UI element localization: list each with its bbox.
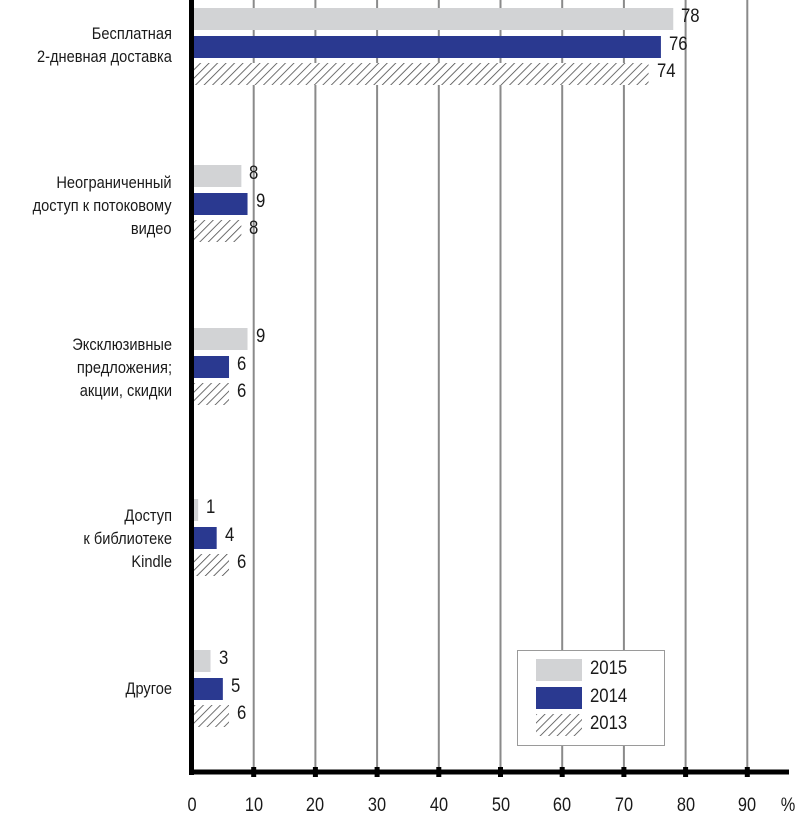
value-label: 6 (237, 381, 247, 402)
x-axis (189, 769, 789, 775)
value-label: 6 (237, 354, 247, 375)
value-label: 9 (255, 191, 265, 212)
bar-2015-2 (192, 328, 248, 350)
legend-swatch-blue (536, 687, 582, 709)
gridlines (252, 0, 749, 772)
value-label: 74 (656, 61, 676, 82)
bar-2015-4 (192, 650, 211, 672)
value-label: 76 (668, 34, 688, 55)
x-tick-label: 60 (553, 795, 572, 816)
legend: 2015 2014 2013 (517, 650, 665, 746)
value-label: 1 (206, 497, 216, 518)
value-label: 6 (237, 552, 247, 573)
category-label: Доступ к библиотеке Kindle (83, 505, 172, 571)
y-axis (189, 0, 194, 775)
value-label: 6 (237, 703, 247, 724)
value-label: 3 (218, 648, 228, 669)
axes (189, 0, 789, 777)
bar-2013-2 (192, 383, 230, 405)
x-tick-label: 20 (306, 795, 325, 816)
x-tick-label: 70 (614, 795, 633, 816)
bar-2015-0 (192, 8, 674, 30)
legend-swatch-gray (536, 659, 582, 681)
x-tick-label: 10 (244, 795, 263, 816)
legend-label: 2013 (590, 713, 628, 734)
bar-2013-1 (192, 220, 242, 242)
bar-2014-1 (192, 193, 248, 215)
bar-2013-3 (192, 554, 230, 576)
value-label: 8 (249, 218, 259, 239)
bar-2014-3 (192, 527, 217, 549)
value-label: 8 (249, 163, 259, 184)
bar-2014-2 (192, 356, 230, 378)
legend-label: 2015 (590, 658, 628, 679)
bar-2015-1 (192, 165, 242, 187)
bar-2014-4 (192, 678, 223, 700)
legend-label: 2014 (590, 686, 628, 707)
category-label: Эксклюзивные предложения; акции, скидки (72, 334, 172, 400)
x-tick-label: 50 (491, 795, 510, 816)
x-tick-label: 0 (187, 795, 197, 816)
x-tick-label: 30 (368, 795, 387, 816)
value-label: 78 (681, 6, 700, 27)
x-unit-label: % (780, 795, 796, 816)
bar-2014-0 (192, 36, 661, 58)
legend-swatch-hatched (536, 714, 582, 736)
x-tick-label: 90 (738, 795, 757, 816)
bar-2013-0 (192, 63, 649, 85)
value-label: 9 (255, 326, 265, 347)
value-label: 5 (230, 676, 241, 697)
x-tick-label: 40 (429, 795, 448, 816)
x-tick-label: 80 (676, 795, 695, 816)
category-label: Бесплатная 2-дневная доставка (37, 24, 172, 66)
category-label: Неограниченный доступ к потоковому видео (33, 172, 172, 238)
bar-2013-4 (192, 705, 230, 727)
category-label: Другое (125, 678, 172, 698)
bars (192, 8, 674, 727)
value-label: 4 (224, 525, 234, 546)
bar-2015-3 (192, 499, 199, 521)
